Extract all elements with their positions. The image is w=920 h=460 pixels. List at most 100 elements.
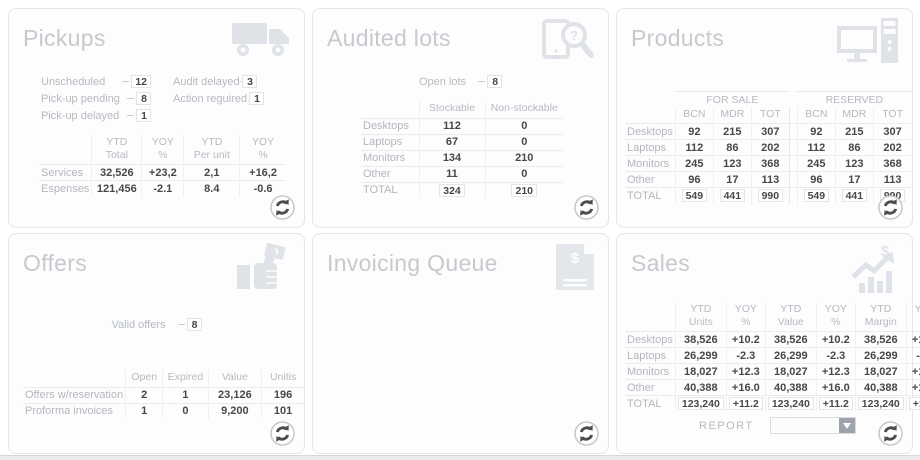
row-label: Other <box>361 165 419 183</box>
report-select-value <box>771 418 839 433</box>
cell-value: +12.3 <box>815 363 856 380</box>
stat-pickup-pending: Pick-up pending 8 <box>41 92 151 105</box>
hand-money-icon <box>235 243 291 293</box>
row-label: Other <box>625 379 676 396</box>
cell-value: 549 <box>674 187 714 204</box>
table-total-row: TOTAL 324 210 <box>361 181 563 199</box>
cell-value: 0 <box>484 117 563 135</box>
stat-label: Audit delayed <box>173 75 240 88</box>
cell-value: -2.3 <box>725 347 766 364</box>
cell-value: 990 <box>750 187 790 204</box>
dash-connector <box>177 324 185 325</box>
col-header: MDR <box>834 106 874 124</box>
cell-value: 210 <box>484 149 563 167</box>
refresh-button[interactable] <box>270 421 295 446</box>
stat-value-box[interactable]: 8 <box>136 92 151 105</box>
col-header: YOY% <box>815 302 856 332</box>
cell-value: 92 <box>796 123 836 140</box>
row-label: Desktops <box>625 331 676 348</box>
col-header: YTD Total <box>91 135 142 165</box>
cell-value: 18,027 <box>764 363 817 380</box>
cell-value: +12.3 <box>725 363 766 380</box>
row-label: Monitors <box>625 155 676 172</box>
cell-value: 123,240 <box>764 395 817 412</box>
audit-magnifier-icon: ? <box>541 18 595 66</box>
row-label: Other <box>625 171 676 188</box>
svg-text:?: ? <box>570 28 578 43</box>
cell-value: 113 <box>872 171 912 188</box>
cell-value: 1 <box>125 402 163 420</box>
col-group-header: RESERVED <box>797 90 912 107</box>
refresh-button[interactable] <box>878 195 903 220</box>
stat-value-box[interactable]: 8 <box>487 75 503 88</box>
stat-label: Unscheduled <box>41 75 106 88</box>
table-row: Other 96 17 113 96 17 113 <box>625 171 912 188</box>
refresh-button[interactable] <box>270 195 295 220</box>
stat-value-box[interactable]: 1 <box>136 109 151 122</box>
col-header: Open <box>125 370 163 388</box>
refresh-button[interactable] <box>574 195 599 220</box>
pickups-table: YTD Total YOY% YTD Per unit YOY% Services … <box>39 135 286 197</box>
cell-value: 307 <box>750 123 790 140</box>
row-label: Espenses <box>39 180 92 197</box>
cell-value: 26,299 <box>764 347 817 364</box>
panel-products: Products FOR SALE RESERVED <box>616 8 913 228</box>
cell-value: 202 <box>872 139 912 156</box>
cell-value: 549 <box>796 187 836 204</box>
report-select[interactable] <box>769 417 856 434</box>
cell-value: -0.6 <box>239 180 286 197</box>
col-header: BCN <box>796 106 836 124</box>
cell-value: +16.0 <box>725 379 766 396</box>
cell-value: 245 <box>796 155 836 172</box>
table-total-row: TOTAL 549 441 990 549 441 990 <box>625 187 912 204</box>
cell-value: 123 <box>834 155 874 172</box>
cell-value: 441 <box>712 187 752 204</box>
cell-value: 123,240 <box>854 395 907 412</box>
stat-value-box[interactable]: 3 <box>242 75 257 88</box>
refresh-button[interactable] <box>574 421 599 446</box>
dash-connector <box>122 81 130 82</box>
page-title-pickups: Pickups <box>23 25 106 51</box>
col-header: Expired <box>162 370 209 388</box>
col-header: YOY% <box>239 135 286 165</box>
cell-value: 0 <box>162 402 209 420</box>
cell-value: 307 <box>872 123 912 140</box>
table-row: Desktops 112 0 <box>361 117 563 135</box>
cell-value: +16,2 <box>239 164 286 181</box>
table-row: Monitors 134 210 <box>361 149 563 167</box>
row-label: Desktops <box>361 117 419 135</box>
stat-audit-delayed: Audit delayed 3 <box>173 75 257 88</box>
cell-value: 368 <box>872 155 912 172</box>
cell-value: 86 <box>712 139 752 156</box>
cell-value: 17 <box>834 171 874 188</box>
stat-label: Action reguired <box>173 92 247 105</box>
row-label: Offers w/reservation <box>23 386 126 404</box>
cell-value: 38,526 <box>674 331 727 348</box>
row-label: TOTAL <box>625 395 676 412</box>
row-label: Laptops <box>361 133 419 151</box>
row-label: Services <box>39 164 92 181</box>
cell-value: 0 <box>484 133 563 151</box>
cell-value: 40,388 <box>674 379 727 396</box>
cell-value: 0 <box>484 165 563 183</box>
stat-label: Open lots <box>418 75 467 88</box>
col-header: TOT <box>750 106 790 124</box>
cell-value: 112 <box>418 117 485 135</box>
group-gap <box>788 155 798 172</box>
page-title-sales: Sales <box>631 250 691 276</box>
stat-label: Valid offers <box>111 318 166 331</box>
stat-value-box[interactable]: 12 <box>131 75 151 88</box>
cell-value: 32,526 <box>91 164 142 181</box>
stat-value-box[interactable]: 1 <box>249 92 264 105</box>
group-gap <box>788 187 798 204</box>
dashboard-grid: Pickups Unscheduled 12 Pick-up pending 8… <box>8 8 920 454</box>
cell-value: -2.3 <box>815 347 856 364</box>
stat-label: Pick-up pending <box>41 92 120 105</box>
group-gap <box>788 106 798 124</box>
offers-table: Open Expired Value Unitis Offers w/reser… <box>23 370 304 420</box>
page-title-audited-lots: Audited lots <box>327 25 451 51</box>
cell-value: 92 <box>674 123 714 140</box>
refresh-button[interactable] <box>878 421 903 446</box>
page-title-invoicing-queue: Invoicing Queue <box>327 250 498 276</box>
stat-value-box[interactable]: 8 <box>186 318 202 331</box>
